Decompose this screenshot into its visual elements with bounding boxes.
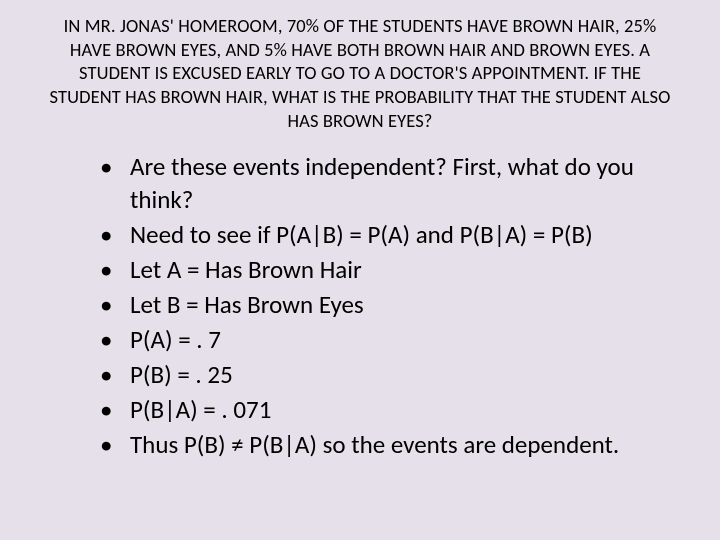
list-item: P(A) = . 7 [100,323,690,356]
list-item: Let A = Has Brown Hair [100,253,690,286]
list-item: P(B|A) = . 071 [100,393,690,426]
list-item: Are these events independent? First, wha… [100,150,690,216]
list-item: P(B) = . 25 [100,358,690,391]
list-item: Need to see if P(A|B) = P(A) and P(B|A) … [100,218,690,251]
list-item: Thus P(B) ≠ P(B|A) so the events are dep… [100,428,690,461]
bullet-list: Are these events independent? First, wha… [30,150,690,461]
list-item: Let B = Has Brown Eyes [100,288,690,321]
slide-title: IN MR. JONAS' HOMEROOM, 70% OF THE STUDE… [30,14,690,132]
